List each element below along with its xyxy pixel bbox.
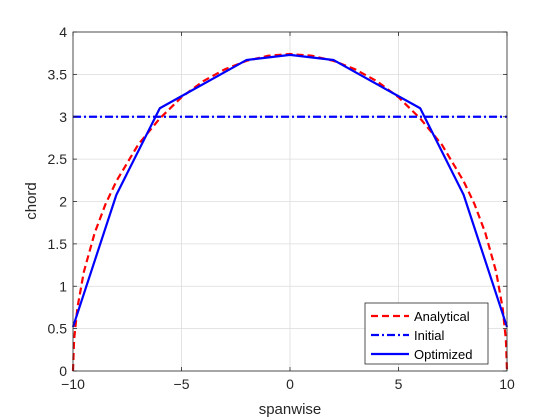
x-tick-label: −5	[174, 376, 190, 392]
y-axis-label: chord	[23, 182, 40, 220]
y-tick-label: 1	[59, 278, 67, 294]
y-tick-label: 2	[59, 194, 67, 210]
x-axis-label: spanwise	[259, 401, 322, 418]
y-tick-label: 4	[59, 24, 67, 40]
y-tick-label: 2.5	[48, 151, 68, 167]
x-tick-label: 10	[499, 376, 515, 392]
series-line-optimized	[71, 53, 509, 328]
x-tick-label: 0	[286, 376, 294, 392]
legend-label-optimized: Optimized	[414, 347, 473, 362]
tick-labels: −10 −5 0 5 10 0 0.5 1 1.5 2 2.5 3 3.5 4	[48, 24, 515, 392]
x-tick-label: −10	[61, 376, 85, 392]
legend-label-analytical: Analytical	[414, 309, 470, 324]
y-tick-label: 3.5	[48, 66, 68, 82]
ticks	[72, 31, 508, 372]
legend: Analytical Initial Optimized	[364, 302, 489, 365]
series-layer	[71, 52, 509, 372]
y-tick-label: 0.5	[48, 321, 68, 337]
y-tick-label: 0	[59, 363, 67, 379]
x-tick-label: 5	[395, 376, 403, 392]
y-tick-label: 1.5	[48, 236, 68, 252]
y-tick-label: 3	[59, 109, 67, 125]
legend-label-initial: Initial	[414, 328, 444, 343]
